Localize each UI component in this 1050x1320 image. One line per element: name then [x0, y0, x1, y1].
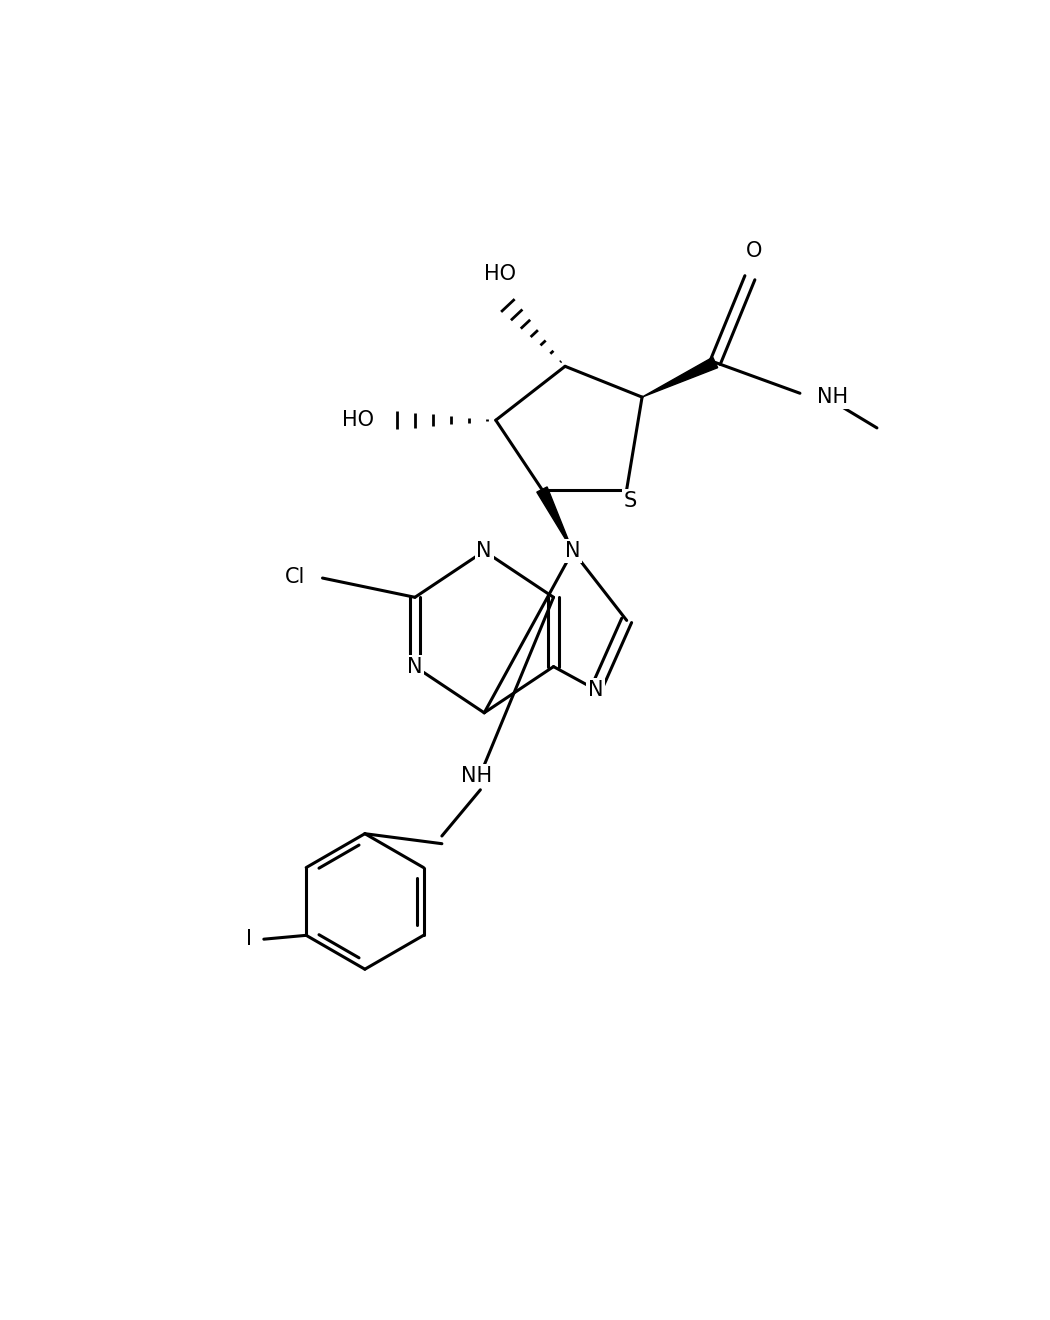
Text: I: I [247, 929, 252, 949]
Text: S: S [624, 491, 637, 511]
Text: Cl: Cl [286, 566, 306, 586]
Text: NH: NH [461, 766, 492, 785]
Text: N: N [588, 680, 604, 700]
Text: O: O [746, 240, 762, 261]
Text: NH: NH [817, 387, 848, 407]
Text: HO: HO [484, 264, 516, 284]
Text: N: N [477, 541, 492, 561]
Polygon shape [643, 358, 718, 397]
Polygon shape [537, 487, 573, 552]
Text: N: N [407, 656, 423, 677]
Text: N: N [565, 541, 581, 561]
Text: HO: HO [342, 411, 374, 430]
